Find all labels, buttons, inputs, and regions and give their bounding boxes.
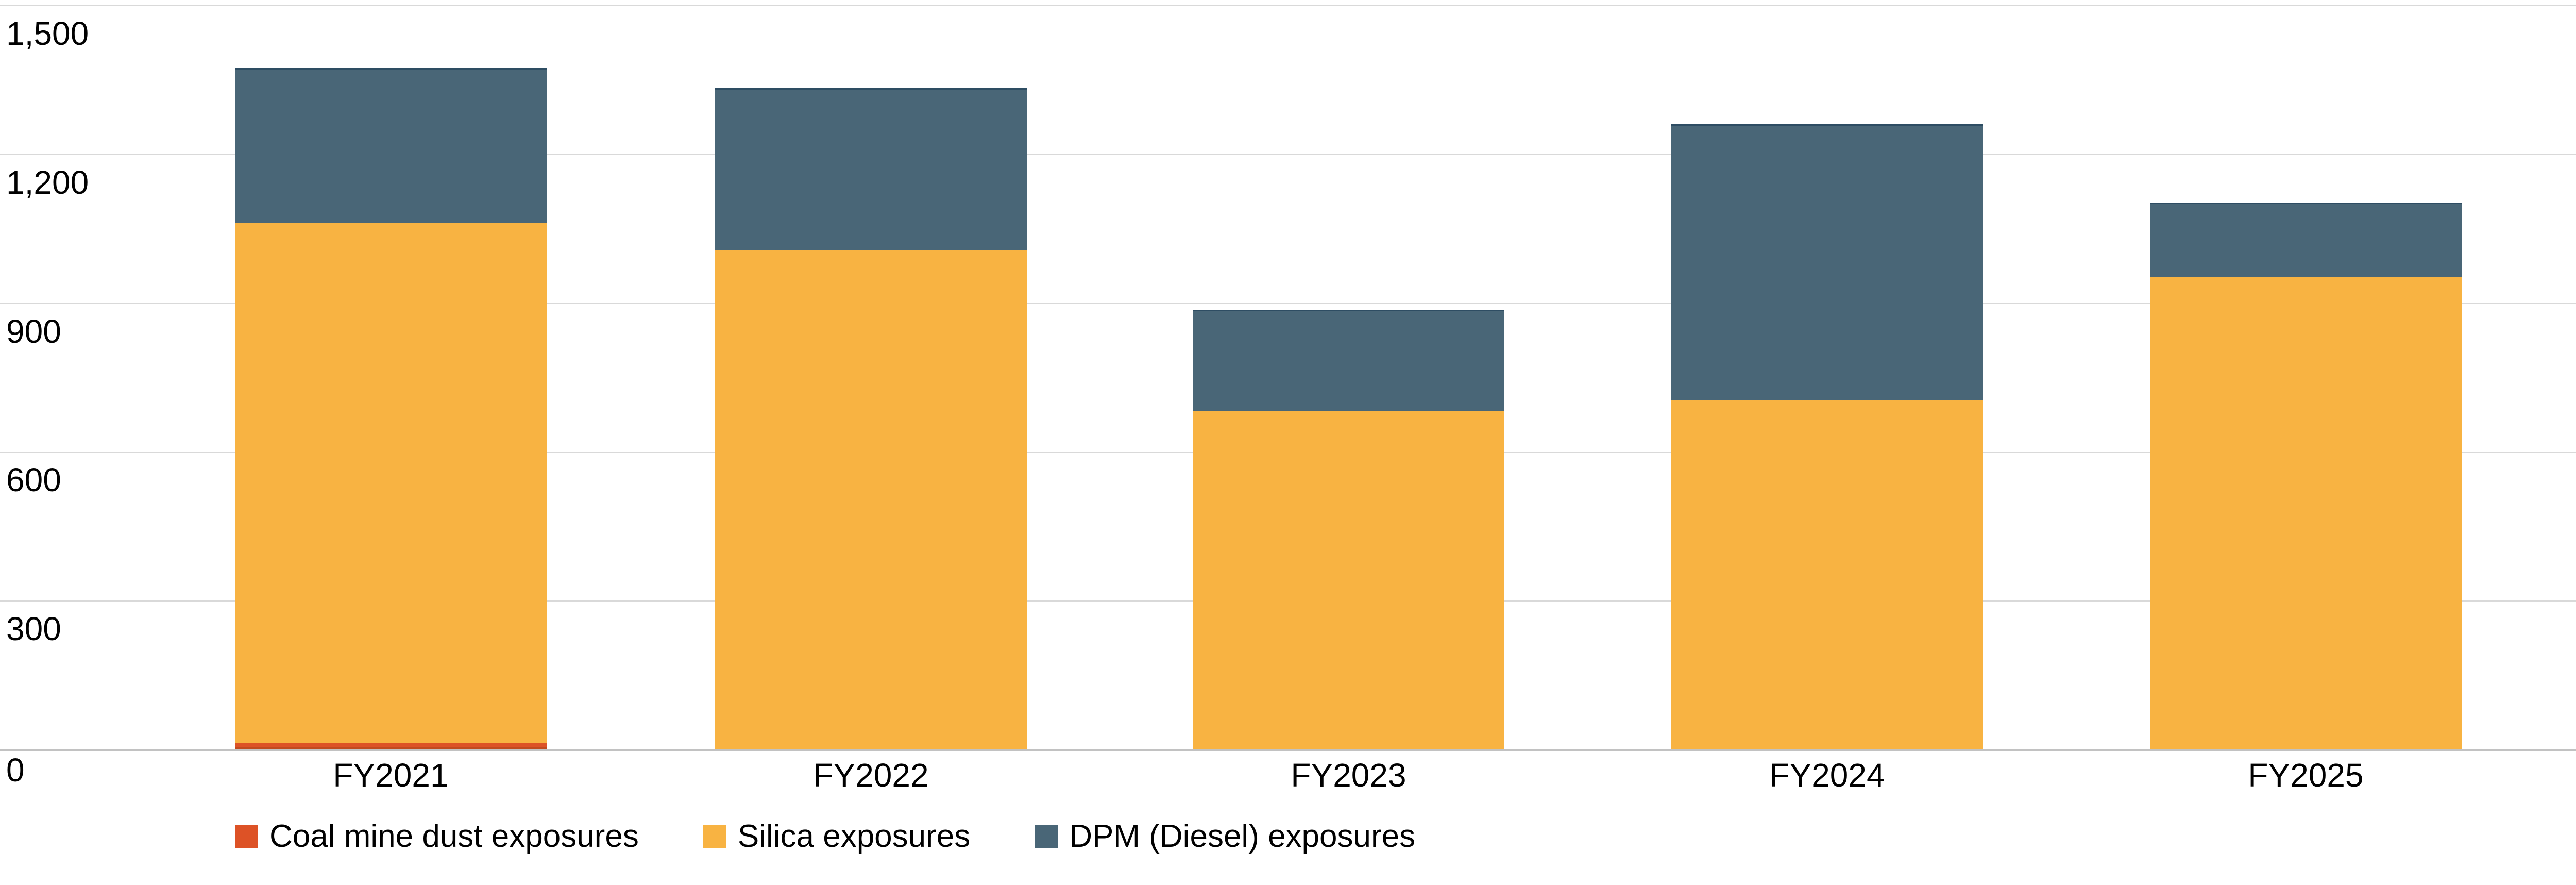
legend-label: Silica exposures: [737, 819, 971, 854]
x-axis-line: [0, 749, 2576, 751]
x-tick-label-fy2024: FY2024: [1769, 757, 1885, 794]
legend-label: DPM (Diesel) exposures: [1069, 819, 1416, 854]
bar-segment-FY2021-silica: [235, 223, 547, 743]
legend-label: Coal mine dust exposures: [269, 819, 639, 854]
bar-segment-FY2024-dpm: [1671, 124, 1983, 401]
legend: Coal mine dust exposures Silica exposures…: [235, 821, 1415, 853]
bar-segment-FY2023-silica: [1193, 411, 1504, 749]
bar-segment-FY2025-silica: [2150, 276, 2462, 749]
y-tick-label: 600: [6, 461, 61, 499]
bar-segment-FY2024-silica: [1671, 400, 1983, 749]
legend-item-coal[interactable]: Coal mine dust exposures: [235, 821, 639, 853]
bar-segment-FY2022-silica: [715, 249, 1027, 749]
legend-item-dpm[interactable]: DPM (Diesel) exposures: [1035, 821, 1415, 853]
y-tick-label: 1,200: [6, 163, 89, 201]
x-tick-label-fy2023: FY2023: [1291, 757, 1406, 794]
gridline: [0, 5, 2576, 6]
bar-segment-FY2022-dpm: [715, 88, 1027, 250]
gridline: [0, 303, 2576, 304]
y-tick-label: 300: [6, 610, 61, 648]
legend-swatch-icon: [235, 825, 258, 848]
legend-item-silica[interactable]: Silica exposures: [703, 821, 970, 853]
bar-segment-FY2023-dpm: [1193, 310, 1504, 411]
gridline: [0, 154, 2576, 155]
legend-swatch-icon: [703, 825, 726, 848]
y-tick-label: 900: [6, 312, 61, 350]
y-tick-label: 1,500: [6, 15, 89, 52]
bar-segment-FY2021-dpm: [235, 68, 547, 223]
y-tick-label: 0: [6, 752, 25, 789]
x-tick-label-fy2022: FY2022: [813, 757, 929, 794]
legend-swatch-icon: [1035, 825, 1058, 848]
x-tick-label-fy2021: FY2021: [333, 757, 449, 794]
bar-segment-FY2025-dpm: [2150, 203, 2462, 277]
bar-segment-FY2021-coal: [235, 742, 547, 749]
x-tick-label-fy2025: FY2025: [2248, 757, 2364, 794]
